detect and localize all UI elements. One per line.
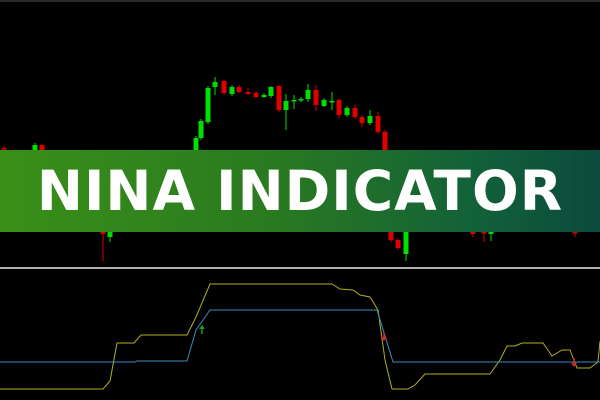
candle-body: [100, 230, 106, 234]
bull-candle: [261, 93, 267, 98]
bear-candle: [236, 85, 242, 93]
bull-candle: [205, 86, 211, 124]
bear-candle: [100, 228, 106, 261]
bear-candle: [388, 230, 394, 242]
bull-candle: [283, 94, 289, 130]
candle-body: [481, 232, 487, 234]
signal-line: [0, 283, 600, 390]
candle-body: [276, 86, 282, 110]
candle-body: [245, 92, 251, 94]
baseline-line: [0, 309, 600, 363]
bull-candle: [268, 86, 274, 98]
bull-candle: [212, 77, 218, 95]
candle-body: [336, 100, 342, 115]
candle-body: [32, 145, 38, 150]
bull-candle: [403, 230, 409, 261]
bear-candle: [395, 238, 401, 250]
bear-candle: [375, 112, 381, 134]
indicator-pane: [0, 283, 600, 390]
candle-body: [572, 232, 578, 234]
bull-candle: [198, 119, 204, 140]
candle-body: [236, 87, 242, 92]
candle-body: [298, 99, 304, 101]
candle-body: [344, 108, 350, 115]
bear-candle: [313, 85, 319, 111]
bear-candle: [352, 105, 358, 119]
candle-body: [261, 95, 267, 97]
candle-body: [403, 232, 409, 254]
candle-body: [107, 232, 113, 237]
candle-body: [39, 145, 45, 150]
candle-body: [313, 90, 319, 105]
bull-candle: [367, 110, 373, 125]
candle-body: [359, 117, 365, 123]
candle-body: [352, 108, 358, 117]
bull-candle: [305, 84, 311, 102]
candle-body: [1, 148, 7, 150]
candle-body: [212, 82, 218, 87]
bear-candle: [253, 91, 259, 98]
bear-candle: [276, 85, 282, 112]
bear-candle: [336, 99, 342, 118]
candle-body: [193, 138, 199, 150]
sell-arrow-icon: [381, 332, 387, 341]
candle-body: [253, 93, 259, 97]
bear-candle: [359, 115, 365, 127]
bear-candle: [382, 130, 388, 152]
candle-body: [470, 232, 476, 234]
candle-body: [388, 232, 394, 240]
bull-candle: [298, 97, 304, 102]
bear-candle: [221, 80, 227, 95]
candle-body: [375, 116, 381, 132]
bull-candle: [193, 136, 199, 152]
candle-body: [198, 121, 204, 138]
candle-body: [221, 81, 227, 93]
candle-body: [367, 116, 373, 123]
candle-body: [395, 240, 401, 248]
bull-candle: [291, 95, 297, 109]
candle-body: [291, 100, 297, 102]
bear-candle: [245, 88, 251, 95]
candle-body: [205, 88, 211, 122]
title-banner: NINA INDICATOR: [0, 150, 600, 232]
candle-body: [329, 101, 335, 103]
candle-body: [382, 132, 388, 150]
candle-body: [321, 100, 327, 106]
candle-body: [229, 87, 235, 94]
bull-candle: [107, 230, 113, 242]
candle-body: [305, 90, 311, 99]
bull-candle: [321, 98, 327, 107]
bull-candle: [344, 106, 350, 117]
bull-candle: [229, 85, 235, 96]
bull-candle: [329, 92, 335, 110]
candle-body: [283, 101, 289, 110]
bear-candle: [481, 230, 487, 242]
banner-title: NINA INDICATOR: [36, 159, 564, 223]
sell-arrow-icon: [571, 358, 577, 367]
buy-arrow-icon: [199, 325, 205, 334]
candles-layer: [1, 77, 578, 261]
candle-body: [488, 232, 494, 234]
candle-body: [268, 87, 274, 96]
